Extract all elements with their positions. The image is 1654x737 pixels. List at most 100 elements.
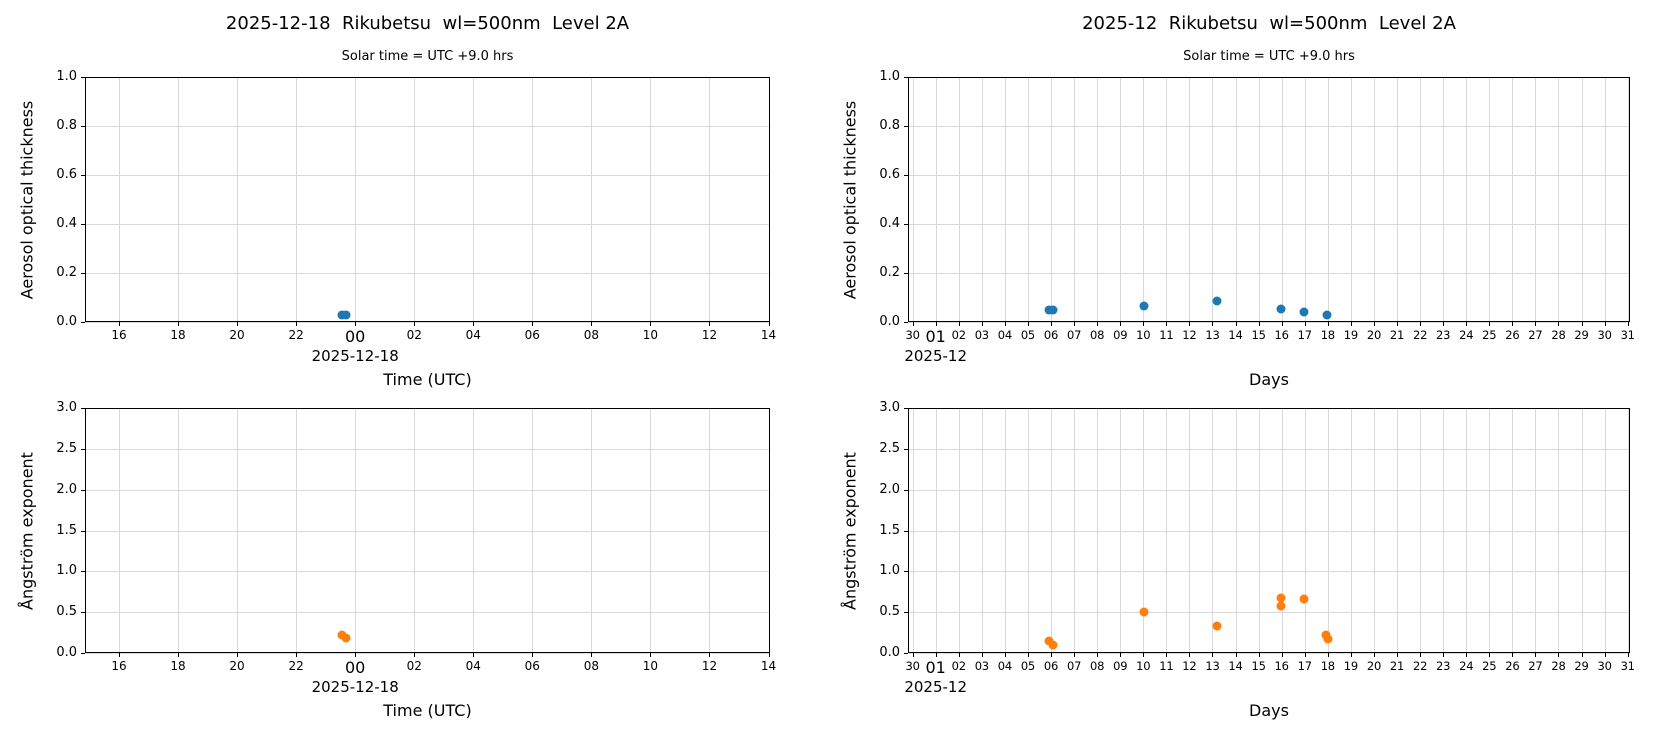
x-tick-label: 16 xyxy=(111,659,127,673)
y-tick-mark xyxy=(81,448,85,450)
x-tick-mark xyxy=(1604,322,1606,326)
x-tick-mark xyxy=(1189,653,1191,657)
x-gridline xyxy=(1189,77,1191,322)
y-tick-label: 0.8 xyxy=(879,118,900,133)
x-tick-label: 22 xyxy=(288,328,304,342)
x-tick-mark xyxy=(1212,322,1214,326)
y-gridline xyxy=(908,322,1630,323)
y-gridline xyxy=(85,448,770,450)
x-tick-mark xyxy=(1235,322,1237,326)
x-tick-label: 23 xyxy=(1436,659,1451,673)
x-tick-label: 02 xyxy=(406,659,422,673)
x-tick-label: 30 xyxy=(1597,328,1612,342)
x-tick-mark xyxy=(1489,322,1491,326)
x-tick-label: 30 xyxy=(905,659,920,673)
x-gridline xyxy=(981,77,983,322)
x-tick-mark xyxy=(532,322,534,326)
x-axis-title: Time (UTC) xyxy=(383,701,472,720)
y-tick-label: 0.5 xyxy=(879,604,900,620)
y-tick-label: 1.0 xyxy=(56,563,77,579)
angstrom-exponent-data-point xyxy=(1048,640,1058,650)
y-gridline xyxy=(85,126,770,127)
x-gridline xyxy=(1143,77,1145,322)
x-tick-label: 10 xyxy=(1136,659,1151,673)
y-tick-mark xyxy=(81,489,85,491)
x-tick-mark xyxy=(1004,322,1006,326)
y-gridline xyxy=(85,175,770,176)
x-tick-mark xyxy=(473,322,475,326)
x-tick-label: 07 xyxy=(1066,328,1082,342)
x-tick-label: 26 xyxy=(1505,659,1520,673)
y-gridline xyxy=(85,322,770,323)
x-tick-mark xyxy=(912,322,914,326)
x-tick-mark xyxy=(709,322,711,326)
x-gridline xyxy=(1004,77,1006,322)
y-tick-label: 1.5 xyxy=(879,522,900,538)
x-gridline xyxy=(1581,77,1583,322)
x-tick-label: 04 xyxy=(465,659,481,673)
x-tick-mark xyxy=(1327,653,1329,657)
x-tick-mark xyxy=(1558,322,1560,326)
x-gridline xyxy=(1627,77,1629,322)
y-tick-mark xyxy=(904,653,908,654)
y-tick-label: 3.0 xyxy=(56,400,77,415)
x-tick-label: 13 xyxy=(1205,659,1220,673)
x-tick-label: 18 xyxy=(170,328,186,342)
x-tick-label: 16 xyxy=(1274,328,1289,342)
x-tick-mark xyxy=(1373,653,1375,657)
y-gridline xyxy=(85,530,770,532)
aerosol-optical-thickness-data-point xyxy=(1299,307,1309,317)
y-axis-title: Aerosol optical thickness xyxy=(17,100,37,299)
x-tick-label: 16 xyxy=(1274,659,1289,673)
angstrom-exponent-data-point xyxy=(1276,593,1286,603)
y-tick-label: 0.0 xyxy=(879,314,900,329)
x-gridline xyxy=(650,77,652,322)
x-tick-label: 24 xyxy=(1459,659,1474,673)
y-tick-mark xyxy=(81,408,85,409)
x-tick-label: 23 xyxy=(1436,328,1451,342)
x-tick-mark xyxy=(1627,653,1629,657)
y-gridline xyxy=(85,653,770,654)
x-tick-label: 09 xyxy=(1113,659,1128,673)
y-tick-mark xyxy=(904,224,908,225)
x-tick-mark xyxy=(1097,322,1099,326)
y-gridline xyxy=(908,530,1630,532)
x-tick-label: 16 xyxy=(111,328,127,342)
x-tick-label: 30 xyxy=(1597,659,1612,673)
x-tick-label: 25 xyxy=(1482,328,1497,342)
y-tick-mark xyxy=(904,77,908,78)
chart-subtitle: Solar time = UTC +9.0 hrs xyxy=(341,49,514,64)
y-gridline xyxy=(908,571,1630,573)
x-tick-mark xyxy=(1373,322,1375,326)
x-tick-mark xyxy=(935,322,937,326)
x-tick-label: 31 xyxy=(1620,659,1635,673)
x-tick-mark xyxy=(981,653,983,657)
x-gridline xyxy=(118,77,120,322)
x-tick-mark xyxy=(473,653,475,657)
y-tick-mark xyxy=(904,126,908,127)
x-tick-mark xyxy=(1166,653,1168,657)
y-tick-mark xyxy=(904,273,908,274)
x-tick-label-major: 01 xyxy=(925,658,946,677)
x-tick-mark xyxy=(118,653,120,657)
x-gridline xyxy=(296,77,298,322)
x-tick-label: 26 xyxy=(1505,328,1520,342)
x-tick-mark xyxy=(1327,322,1329,326)
x-tick-label-major: 00 xyxy=(344,658,366,677)
x-gridline xyxy=(1373,77,1375,322)
x-tick-mark xyxy=(935,653,937,657)
x-gridline xyxy=(1535,77,1537,322)
x-gridline xyxy=(414,77,416,322)
y-tick-mark xyxy=(904,322,908,323)
x-tick-mark xyxy=(1166,322,1168,326)
y-tick-mark xyxy=(81,322,85,323)
y-tick-label: 3.0 xyxy=(879,400,900,415)
x-tick-mark xyxy=(237,653,239,657)
x-tick-label: 18 xyxy=(170,659,186,673)
x-tick-mark xyxy=(768,322,770,326)
y-tick-label: 1.0 xyxy=(56,69,77,84)
x-tick-label: 24 xyxy=(1459,328,1474,342)
x-gridline xyxy=(1604,77,1606,322)
x-tick-label: 25 xyxy=(1482,659,1497,673)
